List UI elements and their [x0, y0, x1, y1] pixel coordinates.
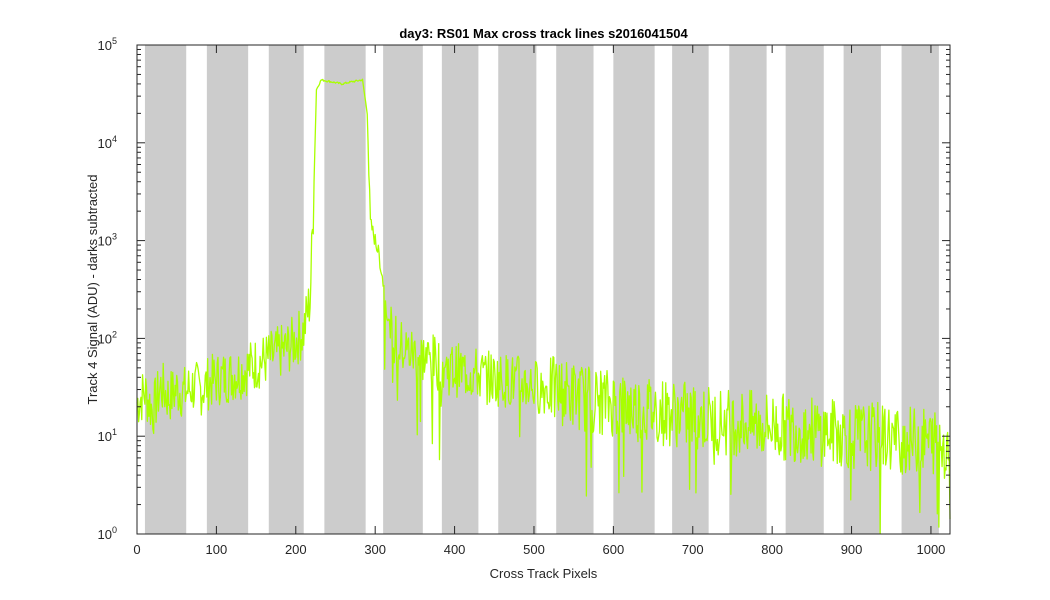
- plot-frame: [136, 44, 951, 535]
- x-tick-label: 800: [761, 542, 783, 557]
- shaded-band-2: [268, 45, 304, 534]
- shaded-band-6: [498, 45, 537, 534]
- shaded-band-4: [383, 45, 423, 534]
- shaded-band-7: [556, 45, 594, 534]
- x-tick-label: 0: [133, 542, 140, 557]
- shaded-band-5: [441, 45, 479, 534]
- x-tick-label: 500: [523, 542, 545, 557]
- y-tick-exponent: 1: [112, 427, 117, 437]
- x-tick-label: 700: [682, 542, 704, 557]
- y-tick-exponent: 5: [112, 36, 117, 46]
- y-tick-exponent: 0: [112, 525, 117, 535]
- y-tick-exponent: 4: [112, 134, 117, 144]
- y-tick-label: 100: [98, 525, 117, 542]
- y-tick-exponent: 2: [112, 329, 117, 339]
- y-axis-label: Track 4 Signal (ADU) - darks subtracted: [85, 175, 100, 405]
- x-tick-label: 200: [285, 542, 307, 557]
- x-tick-label: 900: [841, 542, 863, 557]
- x-tick-label: 600: [603, 542, 625, 557]
- chart-title: day3: RS01 Max cross track lines s201604…: [399, 26, 688, 41]
- x-tick-label: 300: [364, 542, 386, 557]
- x-axis-label: Cross Track Pixels: [490, 566, 598, 581]
- shaded-band-11: [785, 45, 824, 534]
- shaded-band-10: [729, 45, 767, 534]
- series-line-0: [136, 78, 951, 534]
- x-tick-label: 400: [444, 542, 466, 557]
- y-tick-label: 101: [98, 427, 117, 444]
- y-tick-label: 102: [98, 329, 117, 346]
- shaded-bands: [144, 45, 939, 534]
- series-line-group: [136, 78, 951, 534]
- shaded-band-0: [144, 45, 187, 534]
- x-tick-label: 100: [206, 542, 228, 557]
- shaded-band-8: [613, 45, 655, 534]
- y-tick-label: 104: [98, 134, 117, 151]
- y-tick-label: 103: [98, 232, 117, 249]
- x-tick-label: 1000: [916, 542, 945, 557]
- y-tick-label: 105: [98, 36, 117, 53]
- y-tick-exponent: 3: [112, 232, 117, 242]
- shaded-band-1: [206, 45, 249, 534]
- shaded-band-3: [324, 45, 366, 534]
